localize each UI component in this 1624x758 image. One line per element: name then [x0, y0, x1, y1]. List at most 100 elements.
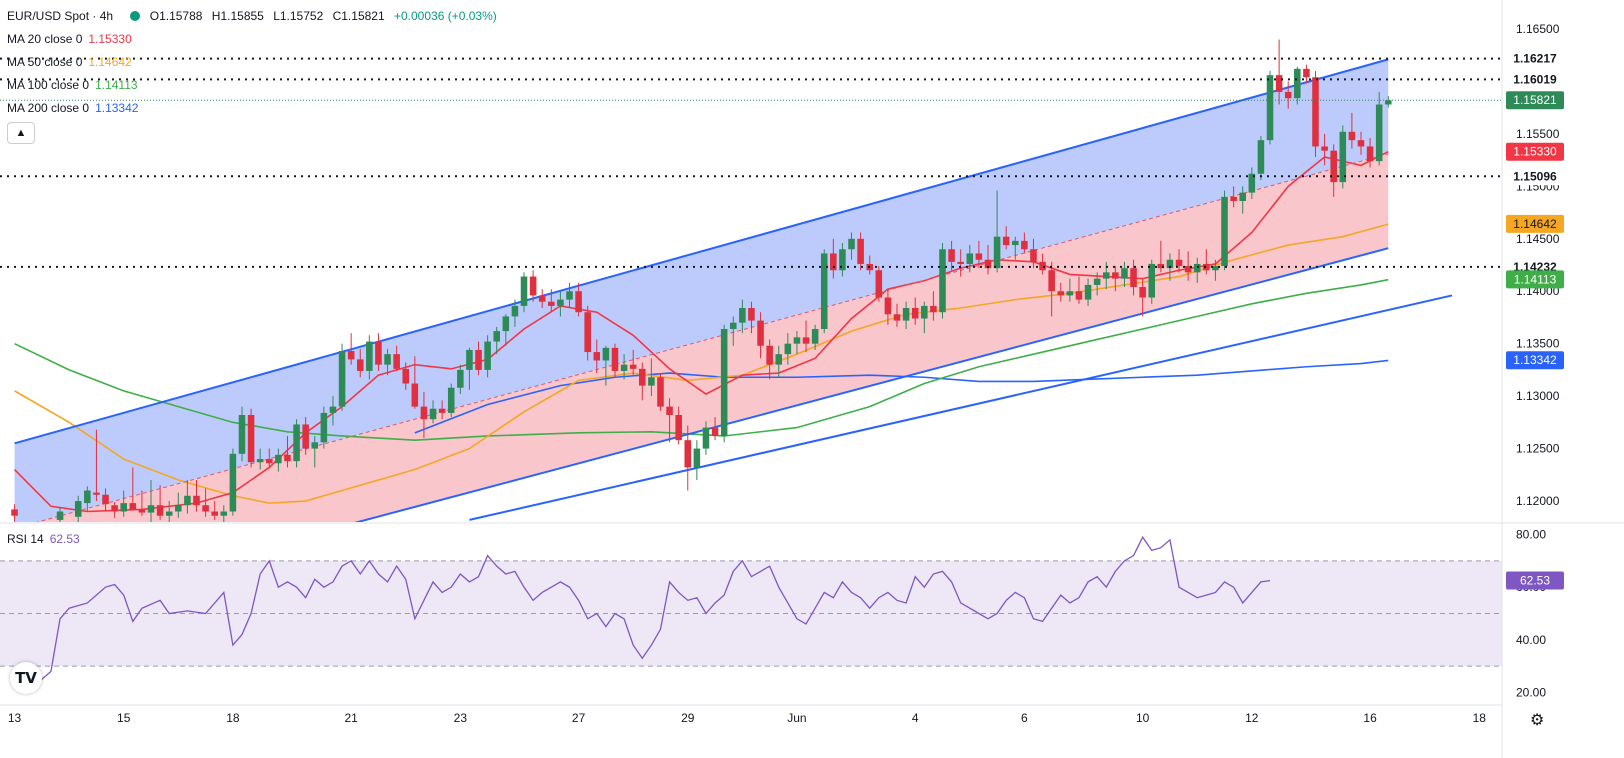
- candle-body: [1366, 146, 1374, 162]
- candle-body: [975, 253, 983, 260]
- candle-body: [120, 503, 127, 512]
- candle-body: [511, 305, 519, 317]
- candle-body: [1075, 291, 1083, 300]
- y-tick-label: 1.15500: [1516, 127, 1560, 141]
- ma20-value: 1.15330: [88, 32, 132, 46]
- high-value: H1.15855: [211, 9, 264, 23]
- price-label-text: 1.13342: [1513, 353, 1557, 367]
- candle-body: [848, 238, 855, 250]
- price-label-text: 1.16217: [1513, 52, 1557, 66]
- candle-body: [1121, 268, 1128, 279]
- candle-body: [375, 341, 382, 365]
- candle-body: [748, 308, 755, 321]
- channel-mid-line: [35, 153, 1389, 522]
- candle-body: [811, 328, 819, 344]
- candle-body: [1348, 131, 1356, 141]
- tradingview-logo-icon[interactable]: TV: [10, 662, 42, 694]
- candle-body: [229, 453, 237, 512]
- ma200-legend[interactable]: MA 200 close 0 1.13342: [7, 101, 138, 115]
- candle-body: [1157, 263, 1165, 269]
- candle-body: [193, 495, 200, 506]
- candle-body: [893, 314, 901, 321]
- ma100-legend[interactable]: MA 100 close 0 1.14113: [7, 78, 138, 92]
- candle-body: [1175, 259, 1183, 267]
- low-value: L1.15752: [273, 9, 324, 23]
- x-tick-label: 10: [1136, 711, 1150, 725]
- candle-body: [684, 440, 692, 468]
- channel-upper-line: [14, 58, 1389, 445]
- price-label-text: 1.15821: [1513, 93, 1557, 107]
- candle-body: [1130, 268, 1137, 288]
- y-tick-label: 1.13500: [1516, 337, 1560, 351]
- rsi-legend[interactable]: RSI 14 62.53: [7, 532, 80, 546]
- gear-icon[interactable]: ⚙: [1530, 710, 1545, 729]
- candle-body: [302, 424, 309, 449]
- candle-body: [211, 511, 218, 516]
- candle-body: [256, 459, 264, 463]
- ma50-legend[interactable]: MA 50 close 0 1.14642: [7, 55, 132, 69]
- candle-body: [566, 291, 573, 300]
- candle-body: [702, 427, 710, 449]
- candle-body: [138, 509, 146, 513]
- candle-body: [766, 345, 773, 365]
- open-value: O1.15788: [149, 9, 203, 23]
- candle-body: [220, 511, 228, 516]
- candle-body: [466, 349, 473, 370]
- candle-body: [347, 351, 355, 360]
- candle-body: [693, 448, 701, 468]
- x-tick-label: 12: [1245, 711, 1259, 725]
- collapse-legend-button[interactable]: ▲: [7, 122, 35, 144]
- candle-body: [411, 383, 419, 407]
- x-tick-label: 6: [1021, 711, 1028, 725]
- candle-body: [1266, 75, 1274, 141]
- candle-body: [402, 368, 410, 384]
- ma200-value: 1.13342: [95, 101, 139, 115]
- candle-body: [475, 349, 482, 370]
- ohlc-legend: EUR/USD Spot · 4h O1.15788 H1.15855 L1.1…: [7, 9, 503, 23]
- candle-body: [984, 259, 992, 269]
- candle-body: [648, 377, 655, 386]
- candle-body: [247, 415, 255, 463]
- candle-body: [720, 328, 728, 436]
- candle-body: [1057, 291, 1065, 296]
- close-value: C1.15821: [332, 9, 385, 23]
- price-label-box: [1506, 167, 1564, 186]
- candle-body: [1066, 291, 1074, 296]
- ma20-legend[interactable]: MA 20 close 0 1.15330: [7, 32, 132, 46]
- rsi-label: RSI 14: [7, 532, 44, 546]
- ma100-label: MA 100 close 0: [7, 78, 90, 92]
- candle-body: [1375, 104, 1383, 162]
- candle-body: [1112, 272, 1119, 279]
- candle-body: [238, 415, 246, 454]
- candle-body: [1048, 270, 1055, 292]
- y-tick-label: 1.12000: [1516, 494, 1560, 508]
- ma50-label: MA 50 close 0: [7, 55, 83, 69]
- trend-lines: [14, 58, 1453, 522]
- candle-body: [548, 301, 555, 306]
- price-label-box: [1506, 351, 1564, 370]
- market-status-icon: [130, 11, 141, 21]
- candle-body: [666, 406, 673, 416]
- rsi-y-tick-label: 20.00: [1516, 685, 1546, 699]
- candle-body: [156, 505, 164, 516]
- candle-body: [202, 505, 209, 512]
- candle-body: [1321, 146, 1328, 151]
- candle-body: [948, 249, 955, 262]
- symbol-title[interactable]: EUR/USD Spot · 4h: [7, 9, 114, 23]
- x-tick-label: 13: [8, 711, 22, 725]
- support-line: [469, 294, 1453, 521]
- candle-body: [366, 341, 373, 371]
- price-label-box: [1506, 142, 1564, 161]
- candle-body: [329, 406, 337, 413]
- candle-body: [711, 427, 719, 436]
- ma100-line: [14, 278, 1389, 441]
- price-label-box: [1506, 91, 1564, 110]
- candle-body: [620, 364, 628, 371]
- candle-body: [447, 387, 455, 413]
- price-label-box: [1506, 70, 1564, 89]
- candle-body: [1312, 77, 1319, 147]
- x-tick-label: Jun: [787, 711, 806, 725]
- rsi-y-tick-label: 80.00: [1516, 528, 1546, 542]
- candle-body: [1084, 284, 1092, 300]
